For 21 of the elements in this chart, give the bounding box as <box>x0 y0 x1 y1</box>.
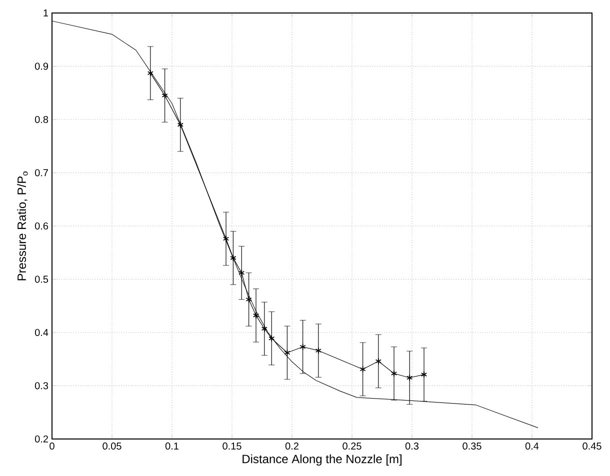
x-tick-label: 0.35 <box>462 442 482 450</box>
x-tick-label: 0.05 <box>102 442 122 450</box>
x-tick-label: 0.15 <box>222 442 242 450</box>
x-tick-label: 0.3 <box>405 442 419 450</box>
x-tick-label: 0.2 <box>285 442 298 450</box>
x-tick-label: 0.4 <box>525 442 539 450</box>
y-tick-label: 0.7 <box>34 169 48 176</box>
x-tick-label: 0.1 <box>165 442 178 450</box>
y-tick-label: 0.4 <box>34 328 48 336</box>
y-tick-label: 0.6 <box>34 222 48 230</box>
x-tick-label: 0 <box>50 442 54 450</box>
y-tick-label: 1 <box>44 10 48 16</box>
y-tick-label: 0.2 <box>34 435 48 443</box>
y-tick-label: 0.3 <box>34 382 48 390</box>
y-tick-label: 0.8 <box>34 116 48 124</box>
y-tick-label: 0.9 <box>34 62 48 70</box>
x-tick-label: 0.45 <box>582 442 602 450</box>
y-axis-title: Pressure Ratio, P/P$_{o}$ <box>17 172 28 280</box>
x-axis-title: Distance Along the Nozzle [m] <box>242 454 402 466</box>
y-tick-label: 0.5 <box>34 276 48 283</box>
x-tick-label: 0.25 <box>342 442 362 450</box>
